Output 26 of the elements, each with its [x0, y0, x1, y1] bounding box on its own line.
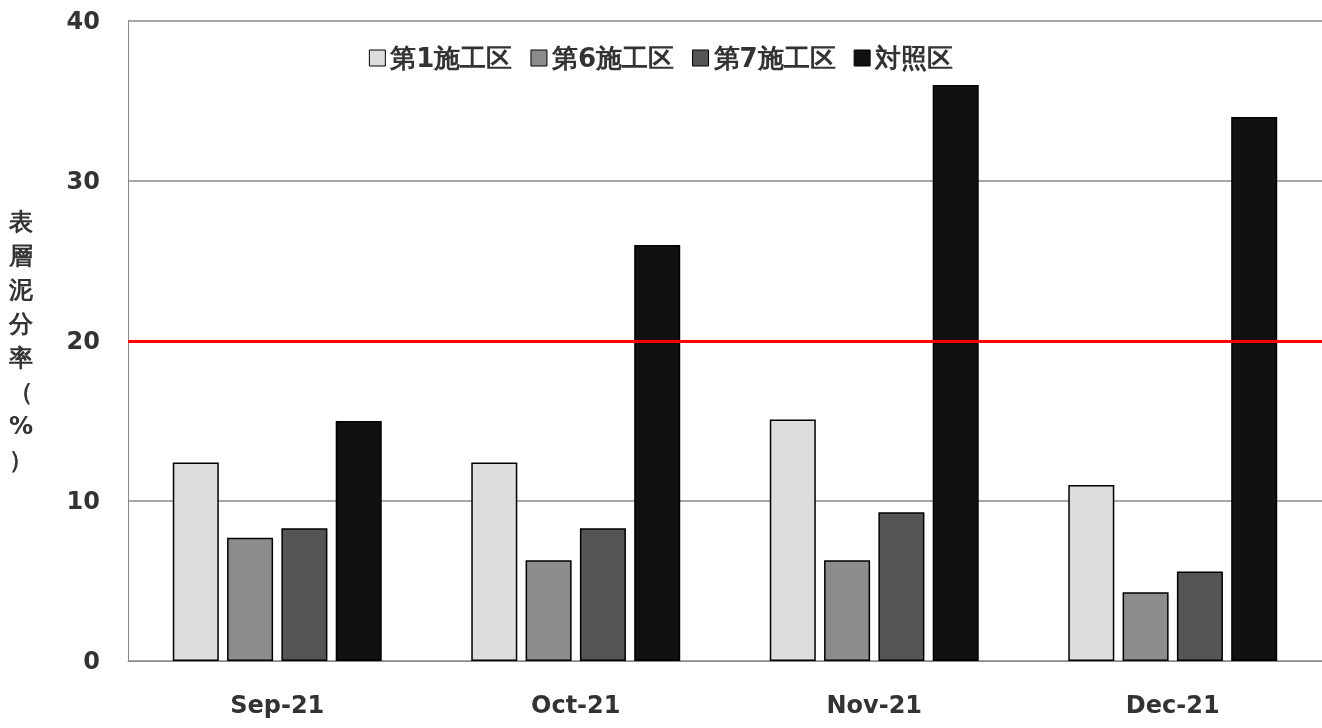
y-axis-title: 表層泥分率（%）	[8, 208, 34, 474]
y-tick-label: 10	[66, 487, 100, 515]
bar	[471, 462, 518, 661]
bar	[1068, 485, 1115, 661]
bar	[1231, 117, 1278, 661]
y-tick-label: 40	[66, 7, 100, 35]
legend-label: 第1施工区	[389, 43, 513, 73]
x-tick-label: Dec-21	[1125, 691, 1220, 719]
y-tick-label: 0	[83, 647, 100, 675]
x-tick-label: Oct-21	[531, 691, 621, 719]
bar	[932, 85, 979, 661]
legend-label: 第7施工区	[712, 43, 836, 73]
bar	[172, 462, 219, 661]
bar	[579, 528, 626, 661]
legend-label: 第6施工区	[550, 43, 675, 73]
x-tick-label: Sep-21	[230, 691, 325, 719]
y-tick-label: 20	[66, 327, 100, 355]
y-tick-label: 30	[66, 167, 100, 195]
bar	[769, 419, 816, 661]
bar	[878, 512, 925, 661]
x-tick-label: Nov-21	[826, 691, 923, 719]
bar	[281, 528, 328, 661]
bar	[335, 421, 382, 661]
legend-label: 対照区	[874, 43, 954, 73]
bar	[1176, 571, 1223, 661]
bar	[634, 245, 681, 661]
